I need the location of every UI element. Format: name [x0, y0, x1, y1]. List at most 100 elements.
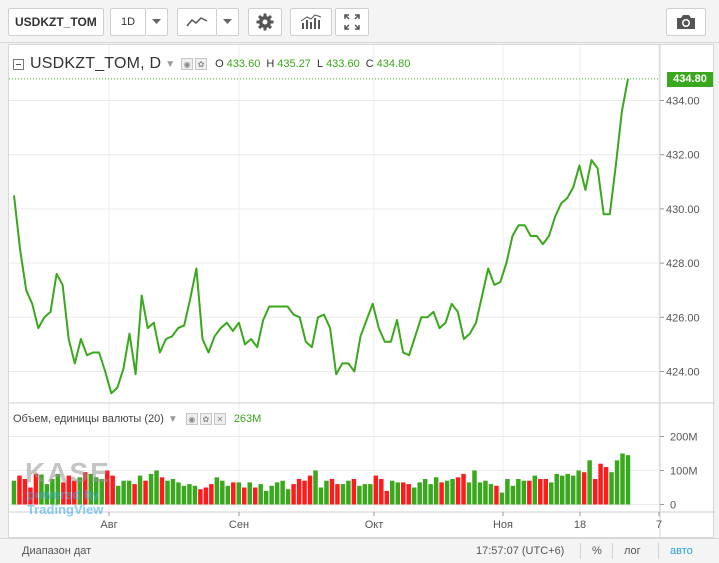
- indicators-button[interactable]: [290, 8, 332, 36]
- volume-bar: [461, 473, 466, 505]
- camera-icon: [676, 14, 696, 30]
- powered-by-text: powered by TradingView: [27, 487, 104, 517]
- volume-bar: [252, 487, 258, 505]
- status-bar: Диапазон дат 17:57:07 (UTC+6) % лог авто: [0, 538, 719, 563]
- volume-bar: [329, 479, 335, 505]
- snapshot-button[interactable]: [666, 8, 706, 36]
- volume-bar: [384, 490, 390, 505]
- price-line: [13, 78, 629, 395]
- auto-scale-toggle[interactable]: авто: [670, 545, 693, 557]
- settings-button[interactable]: [248, 8, 282, 36]
- interval-button[interactable]: 1D: [110, 8, 146, 36]
- volume-bar: [609, 472, 614, 505]
- volume-bar: [132, 484, 137, 505]
- volume-bar: [581, 472, 587, 505]
- gear-icon[interactable]: ✿: [195, 58, 208, 70]
- volume-bar: [44, 484, 50, 505]
- chevron-down-icon: [152, 19, 161, 25]
- volume-bar: [302, 480, 307, 505]
- volume-bar: [170, 479, 176, 505]
- symbol-label: USDKZT_TOM: [15, 15, 97, 29]
- fullscreen-icon: [344, 14, 360, 30]
- volume-value: 263M: [233, 413, 262, 425]
- chart-canvas[interactable]: 424.00 426.00 428.00 430.00 432.00 434.00 0 100…: [9, 45, 715, 539]
- gear-icon[interactable]: ✿: [199, 413, 212, 425]
- volume-bar: [324, 480, 329, 505]
- volume-bar: [477, 482, 483, 505]
- volume-bar: [258, 484, 263, 505]
- volume-bar: [72, 480, 77, 505]
- eye-icon[interactable]: ◉: [185, 413, 198, 425]
- volume-bar: [390, 480, 395, 505]
- close-label: C: [365, 58, 374, 70]
- last-price-label: 434.80: [667, 71, 713, 87]
- volume-bar: [83, 472, 88, 505]
- close-icon[interactable]: ✕: [213, 413, 226, 425]
- price-tick-label: 428.00: [666, 258, 700, 270]
- time-tick-label: Ноя: [493, 519, 513, 531]
- chart-style-button[interactable]: [177, 8, 217, 36]
- volume-bar: [11, 480, 17, 505]
- volume-bar: [362, 484, 368, 505]
- volume-bar: [269, 485, 274, 505]
- time-tick-label: Сен: [229, 519, 249, 531]
- volume-bar: [532, 475, 538, 505]
- volume-bar: [263, 490, 269, 505]
- kase-logo: KASE: [25, 457, 111, 488]
- divider: [612, 543, 613, 559]
- volume-bar: [472, 470, 477, 505]
- time-tick-label: Окт: [365, 519, 384, 531]
- open-label: O: [215, 58, 224, 70]
- volume-bar: [280, 480, 285, 505]
- volume-bar: [181, 485, 187, 505]
- price-tick-label: 430.00: [666, 204, 700, 216]
- volume-bar: [61, 482, 66, 505]
- indicators-icon: [300, 14, 322, 30]
- chart-area[interactable]: 424.00 426.00 428.00 430.00 432.00 434.00 0 100…: [8, 44, 715, 539]
- date-range-button[interactable]: Диапазон дат: [22, 545, 92, 557]
- volume-bar: [159, 477, 165, 505]
- chevron-down-icon[interactable]: ▼: [165, 58, 176, 70]
- line-chart-icon: [186, 16, 208, 28]
- volume-bar: [368, 484, 373, 505]
- volume-bar: [351, 479, 357, 505]
- volume-bar: [214, 477, 220, 505]
- time-tick-label: 7: [656, 519, 662, 531]
- chevron-down-icon[interactable]: ▼: [167, 413, 178, 425]
- price-tick-label: 434.00: [666, 96, 700, 108]
- fullscreen-button[interactable]: [335, 8, 369, 36]
- volume-bar: [291, 484, 296, 505]
- volume-bar: [499, 492, 505, 505]
- volume-bar: [543, 479, 549, 505]
- interval-dropdown-button[interactable]: [146, 8, 168, 36]
- volume-bar: [39, 474, 44, 505]
- volume-bar: [225, 485, 231, 505]
- low-label: L: [316, 58, 324, 70]
- series-title: USDKZT_TOM, D: [30, 55, 162, 72]
- interval-label: 1D: [120, 16, 136, 28]
- volume-bar: [198, 489, 203, 505]
- volume-bar: [538, 479, 543, 505]
- volume-bar: [99, 479, 104, 505]
- volume-bar: [110, 475, 115, 505]
- volume-bar: [33, 473, 39, 505]
- volume-bar: [395, 482, 400, 505]
- volume-bar: [50, 479, 55, 505]
- volume-bar: [598, 463, 603, 505]
- volume-bar: [165, 480, 170, 505]
- volume-bar: [104, 470, 110, 505]
- collapse-legend-button[interactable]: [13, 58, 24, 70]
- volume-bar: [559, 475, 565, 505]
- volume-bar: [411, 487, 417, 505]
- log-scale-toggle[interactable]: лог: [624, 545, 641, 557]
- chart-style-dropdown-button[interactable]: [217, 8, 239, 36]
- high-value: 435.27: [277, 58, 311, 70]
- percent-scale-toggle[interactable]: %: [592, 545, 602, 557]
- chevron-down-icon: [223, 19, 232, 25]
- volume-tick-label: 100M: [670, 466, 698, 478]
- volume-bar: [126, 480, 132, 505]
- volume-bar: [88, 473, 93, 505]
- symbol-search-box[interactable]: USDKZT_TOM: [8, 8, 104, 36]
- eye-icon[interactable]: ◉: [181, 58, 194, 70]
- volume-bar: [115, 485, 121, 505]
